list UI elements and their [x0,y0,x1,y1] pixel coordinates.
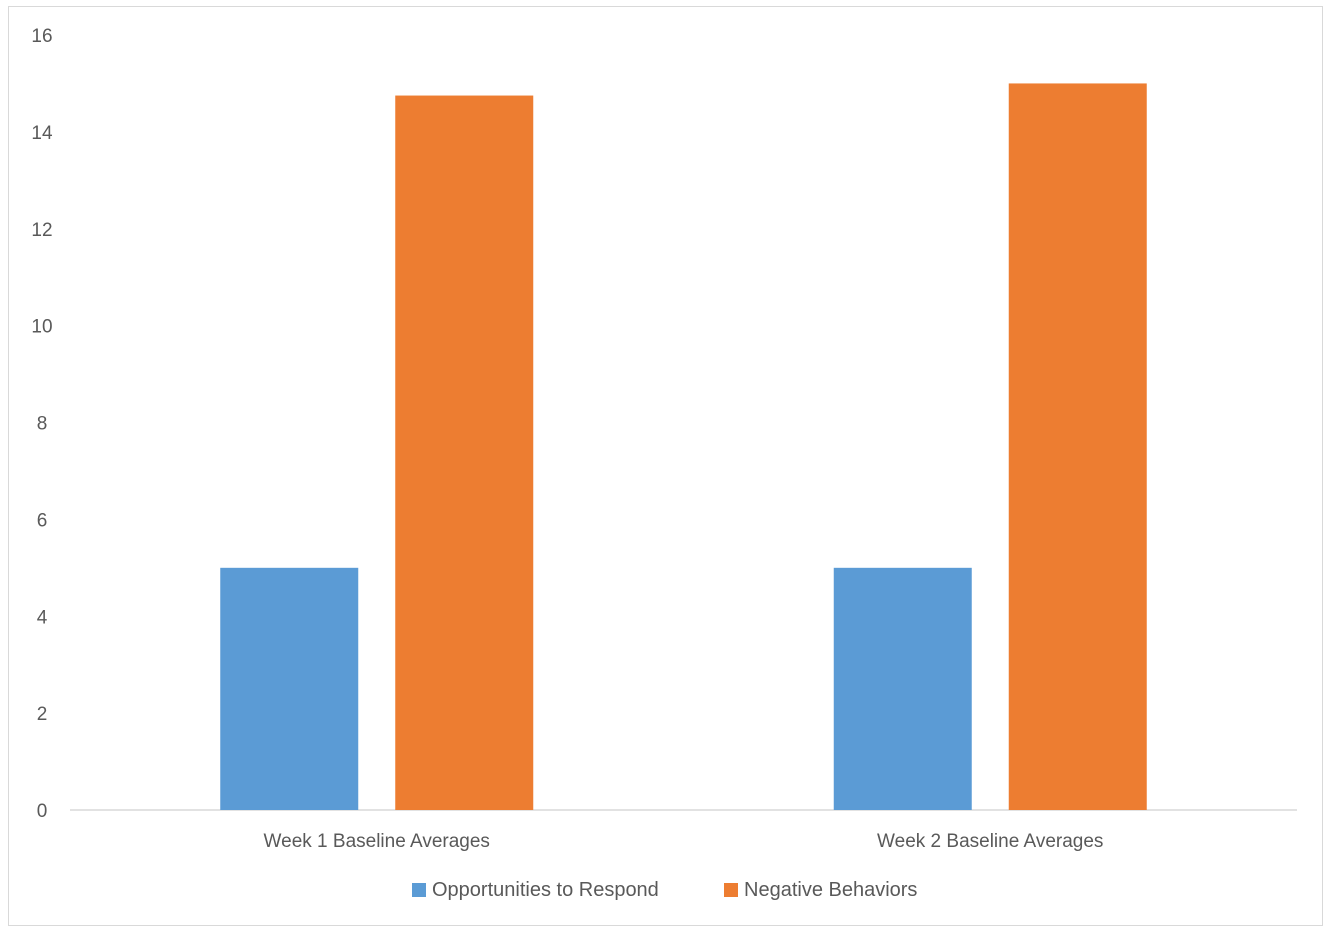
y-tick-label: 2 [37,704,48,725]
legend-swatch [412,883,426,897]
y-tick-label: 12 [31,220,52,241]
y-tick-label: 8 [37,414,48,435]
bar-opportunities-1 [220,567,359,810]
x-tick-label: Week 2 Baseline Averages [877,831,1103,852]
y-axis-ticks: 0 2 4 6 8 10 12 14 16 [31,26,53,822]
y-tick-label: 10 [31,317,52,338]
bar-negative-1 [395,95,534,810]
y-tick-label: 6 [37,510,48,531]
x-axis-ticks: Week 1 Baseline Averages Week 2 Baseline … [264,831,1104,852]
y-tick-label: 0 [37,801,48,822]
legend-swatch [724,883,738,897]
x-tick-label: Week 1 Baseline Averages [264,831,490,852]
bars [220,83,1147,810]
legend-label: Negative Behaviors [744,879,917,901]
legend-label: Opportunities to Respond [432,879,659,901]
legend: Opportunities to Respond Negative Behavio… [412,879,917,901]
y-tick-label: 4 [37,607,48,628]
bar-negative-2 [1008,83,1147,810]
y-tick-label: 14 [31,123,53,144]
bar-opportunities-2 [833,567,972,810]
y-tick-label: 16 [31,26,52,47]
